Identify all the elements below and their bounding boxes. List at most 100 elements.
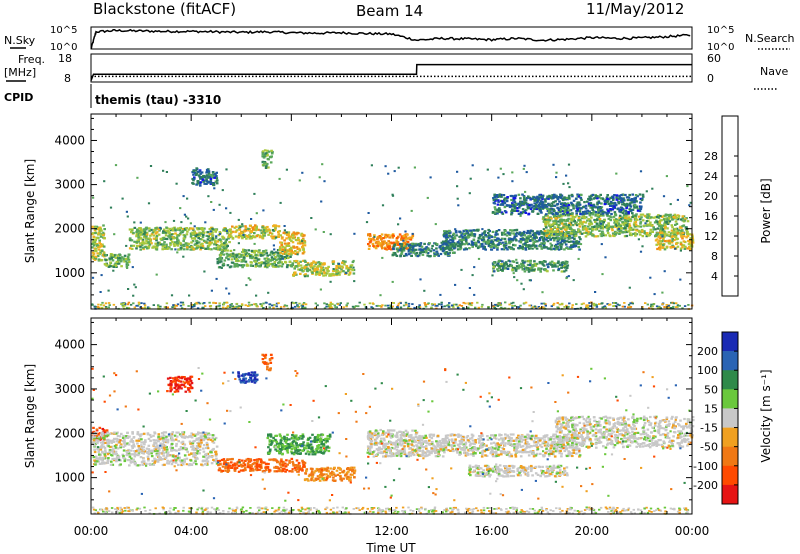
range-cell (125, 265, 129, 268)
range-cell (448, 241, 452, 244)
range-cell (261, 153, 265, 156)
range-cell (563, 239, 566, 242)
range-cell (296, 304, 299, 306)
range-cell (287, 242, 291, 245)
range-cell (216, 260, 220, 263)
range-cell (577, 229, 581, 232)
range-cell (404, 252, 408, 256)
range-cell (556, 212, 559, 215)
range-cell (179, 246, 183, 249)
range-cell (674, 235, 678, 239)
range-cell (556, 265, 559, 268)
range-cell (266, 254, 269, 257)
range-cell (245, 263, 249, 266)
range-cell (613, 201, 617, 205)
range-cell (600, 234, 603, 238)
range-cell (103, 228, 106, 231)
range-cell (240, 260, 243, 263)
range-cell (179, 301, 183, 304)
range-cell (670, 241, 674, 244)
range-cell (248, 227, 252, 230)
range-cell (570, 244, 573, 247)
range-cell (598, 303, 601, 305)
range-cell (209, 237, 213, 240)
range-cell (300, 269, 304, 272)
range-cell (120, 265, 123, 268)
range-cell (563, 232, 567, 236)
range-cell (626, 224, 629, 228)
range-cell (538, 237, 542, 240)
range-cell (241, 225, 244, 228)
range-cell (400, 251, 404, 254)
range-cell (454, 283, 457, 286)
range-cell (521, 208, 525, 211)
range-cell (97, 303, 100, 306)
range-cell (563, 248, 566, 251)
range-cell (139, 221, 142, 224)
range-cell (639, 213, 643, 216)
range-cell (500, 306, 503, 309)
range-cell (553, 262, 556, 265)
range-cell (247, 253, 251, 256)
range-cell (665, 304, 668, 306)
range-cell (606, 303, 609, 305)
range-cell (307, 263, 310, 266)
range-cell (379, 238, 383, 241)
range-cell (430, 307, 433, 310)
range-cell (194, 169, 197, 172)
range-cell (202, 180, 205, 183)
range-cell (596, 217, 599, 220)
range-cell (445, 247, 448, 250)
range-cell (507, 245, 511, 249)
range-cell (503, 198, 506, 201)
range-cell (283, 239, 286, 242)
range-cell (205, 234, 209, 237)
range-cell (523, 197, 526, 200)
range-cell (384, 165, 387, 168)
range-cell (186, 248, 189, 251)
range-cell (665, 246, 669, 249)
range-cell (267, 166, 270, 169)
range-cell (565, 196, 569, 199)
range-cell (181, 244, 184, 247)
range-cell (345, 304, 348, 307)
range-cell (629, 306, 633, 308)
range-cell (162, 230, 165, 233)
range-cell (493, 193, 496, 196)
range-cell (638, 193, 642, 196)
range-cell (577, 257, 580, 260)
range-cell (629, 220, 632, 223)
range-cell (142, 228, 146, 231)
range-cell (206, 245, 210, 248)
range-cell (220, 243, 224, 246)
range-cell (611, 195, 615, 198)
range-cell (244, 304, 247, 307)
range-cell (586, 219, 589, 222)
range-cell (196, 170, 200, 173)
range-cell (150, 233, 154, 236)
range-cell (382, 242, 385, 246)
range-cell (649, 228, 653, 231)
range-cell (234, 230, 238, 233)
range-cell (193, 305, 196, 307)
nsky-line (90, 28, 691, 50)
range-cell (289, 246, 293, 249)
range-cell (200, 246, 203, 249)
range-cell (604, 211, 607, 214)
range-cell (530, 197, 533, 200)
range-cell (154, 227, 157, 230)
range-cell (200, 227, 204, 230)
range-cell (594, 211, 598, 214)
range-cell (541, 198, 544, 201)
range-cell (553, 213, 557, 216)
range-cell (342, 306, 345, 309)
range-cell (208, 248, 211, 251)
range-cell (186, 246, 189, 249)
range-cell (105, 264, 109, 267)
range-cell (196, 235, 200, 238)
range-cell (578, 236, 581, 239)
range-cell (559, 222, 563, 225)
range-cell (562, 226, 565, 229)
range-cell (175, 233, 179, 237)
range-cell (211, 231, 214, 234)
